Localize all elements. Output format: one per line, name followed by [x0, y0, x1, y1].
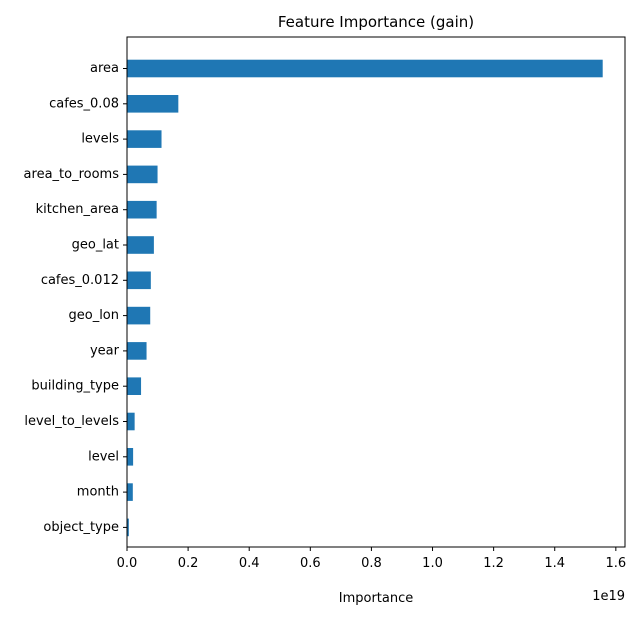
y-tick-label: geo_lon	[68, 308, 119, 323]
y-tick-label: cafes_0.012	[41, 273, 119, 288]
x-axis-scale-label: 1e19	[592, 589, 625, 604]
bar-level-to-levels	[127, 412, 135, 431]
x-tick-label: 0.0	[117, 556, 138, 571]
y-tick-label: kitchen_area	[36, 202, 119, 217]
bar-object-type	[127, 518, 129, 537]
y-tick-label: cafes_0.08	[49, 96, 119, 111]
x-tick-label: 0.4	[239, 556, 260, 571]
y-tick-label: month	[77, 485, 119, 500]
x-axis-title: Importance	[339, 591, 414, 606]
bar-kitchen-area	[127, 200, 157, 219]
bar-levels	[127, 130, 162, 148]
y-tick-label: area_to_rooms	[24, 167, 120, 182]
bar-level	[127, 448, 134, 466]
y-tick-label: object_type	[43, 520, 119, 535]
bar-cafes-0-08	[127, 95, 179, 113]
bar-area-to-rooms	[127, 165, 158, 184]
x-tick-label: 0.8	[361, 556, 382, 571]
y-tick-label: year	[90, 343, 120, 358]
chart-title: Feature Importance (gain)	[278, 13, 474, 31]
y-tick-label: area	[90, 61, 119, 76]
y-tick-label: level	[88, 449, 119, 464]
x-tick-label: 1.0	[422, 556, 443, 571]
x-tick-label: 1.2	[483, 556, 504, 571]
x-tick-label: 1.6	[605, 556, 626, 571]
bar-geo-lat	[127, 236, 154, 254]
bar-geo-lon	[127, 306, 151, 325]
bar-group	[127, 59, 603, 537]
x-axis: 0.0 0.2 0.4 0.6 0.8 1.0 1.2 1.4 1.6	[117, 547, 626, 571]
bar-month	[127, 483, 133, 501]
bar-building-type	[127, 377, 142, 395]
y-tick-label: geo_lat	[72, 238, 119, 253]
plot-frame	[126, 36, 626, 548]
y-tick-label: level_to_levels	[24, 414, 119, 429]
bar-year	[127, 342, 147, 360]
bar-area	[127, 59, 603, 78]
bar-cafes-0-012	[127, 271, 151, 290]
x-tick-label: 1.4	[544, 556, 565, 571]
x-tick-label: 0.2	[178, 556, 199, 571]
y-tick-label: building_type	[31, 379, 119, 394]
y-tick-label: levels	[81, 132, 119, 147]
x-tick-label: 0.6	[300, 556, 321, 571]
